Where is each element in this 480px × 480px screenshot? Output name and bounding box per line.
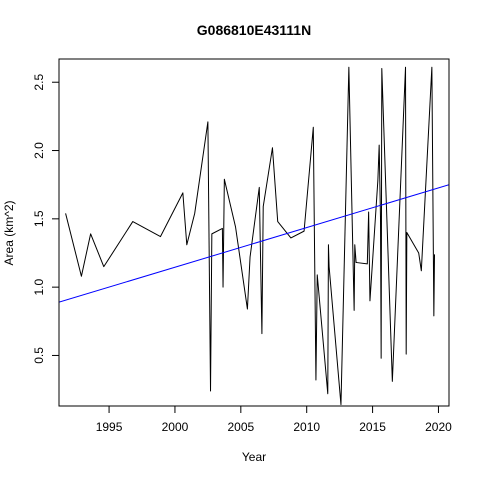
y-tick-label: 1.0	[32, 278, 46, 295]
y-tick-label: 0.5	[32, 347, 46, 364]
x-tick-label: 1995	[96, 420, 123, 434]
area-series-line	[65, 66, 436, 406]
y-tick-label: 2.5	[32, 74, 46, 91]
y-tick-label: 2.0	[32, 142, 46, 159]
x-tick-label: 2020	[425, 420, 452, 434]
x-tick-label: 2010	[293, 420, 320, 434]
plot-area	[59, 66, 449, 406]
x-tick-label: 2000	[162, 420, 189, 434]
x-tick-label: 2015	[359, 420, 386, 434]
chart-title: G086810E43111N	[197, 22, 311, 38]
x-axis-label: Year	[242, 450, 266, 464]
y-tick-label: 1.5	[32, 210, 46, 227]
y-axis-label: Area (km^2)	[2, 201, 16, 266]
trend-line	[59, 184, 449, 303]
x-tick-label: 2005	[227, 420, 254, 434]
x-axis: 1995 2000 2005 2010 2015 2020	[96, 405, 452, 434]
y-axis: 0.5 1.0 1.5 2.0 2.5	[32, 74, 60, 364]
